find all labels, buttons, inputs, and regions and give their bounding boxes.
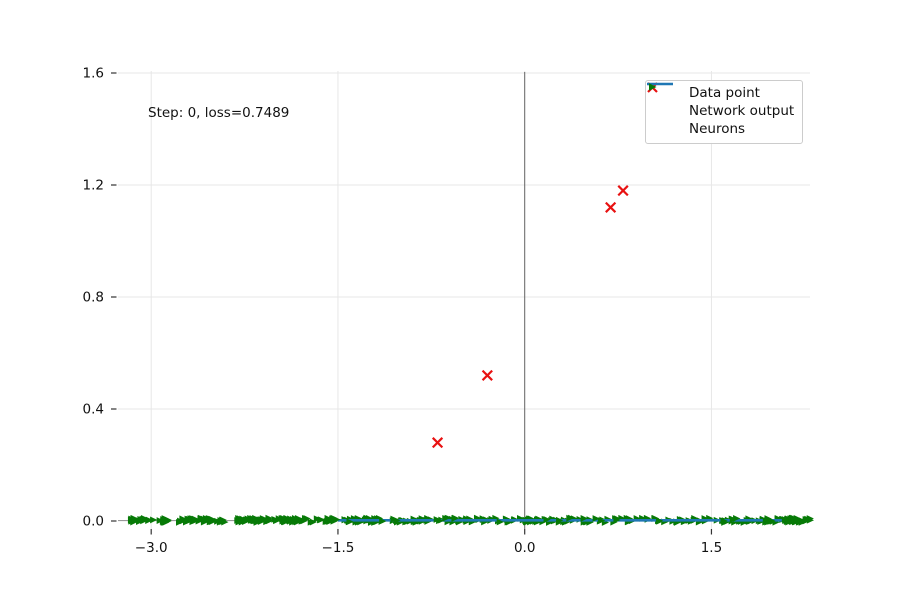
y-tick-label: 1.6 bbox=[83, 66, 104, 82]
legend: Data point Network output Neurons bbox=[645, 80, 803, 144]
y-tick-label: 0.0 bbox=[83, 514, 104, 530]
legend-label-data-point: Data point bbox=[689, 85, 760, 102]
x-tick-label: 0.0 bbox=[514, 540, 535, 556]
y-tick-label: 0.8 bbox=[83, 290, 104, 306]
neurons-band-top bbox=[333, 514, 815, 526]
legend-entry-data-point: Data point bbox=[647, 82, 796, 103]
axis-ticks: −3.0 −1.5 0.0 1.5 0.0 0.4 0.8 1.2 1.6 bbox=[83, 66, 723, 557]
x-tick-label: −1.5 bbox=[322, 540, 355, 556]
legend-label-neurons: Neurons bbox=[689, 121, 746, 138]
legend-entry-network-output: Network output bbox=[647, 82, 796, 121]
legend-label-network-output: Network output bbox=[689, 103, 795, 120]
y-tick-label: 0.4 bbox=[83, 402, 104, 418]
data-point-markers bbox=[431, 185, 629, 449]
y-tick-label: 1.2 bbox=[83, 178, 104, 194]
legend-entry-neurons: Neurons bbox=[649, 83, 796, 139]
x-tick-label: 1.5 bbox=[701, 540, 722, 556]
x-tick-label: −3.0 bbox=[135, 540, 168, 556]
step-loss-annotation: Step: 0, loss=0.7489 bbox=[148, 105, 290, 121]
